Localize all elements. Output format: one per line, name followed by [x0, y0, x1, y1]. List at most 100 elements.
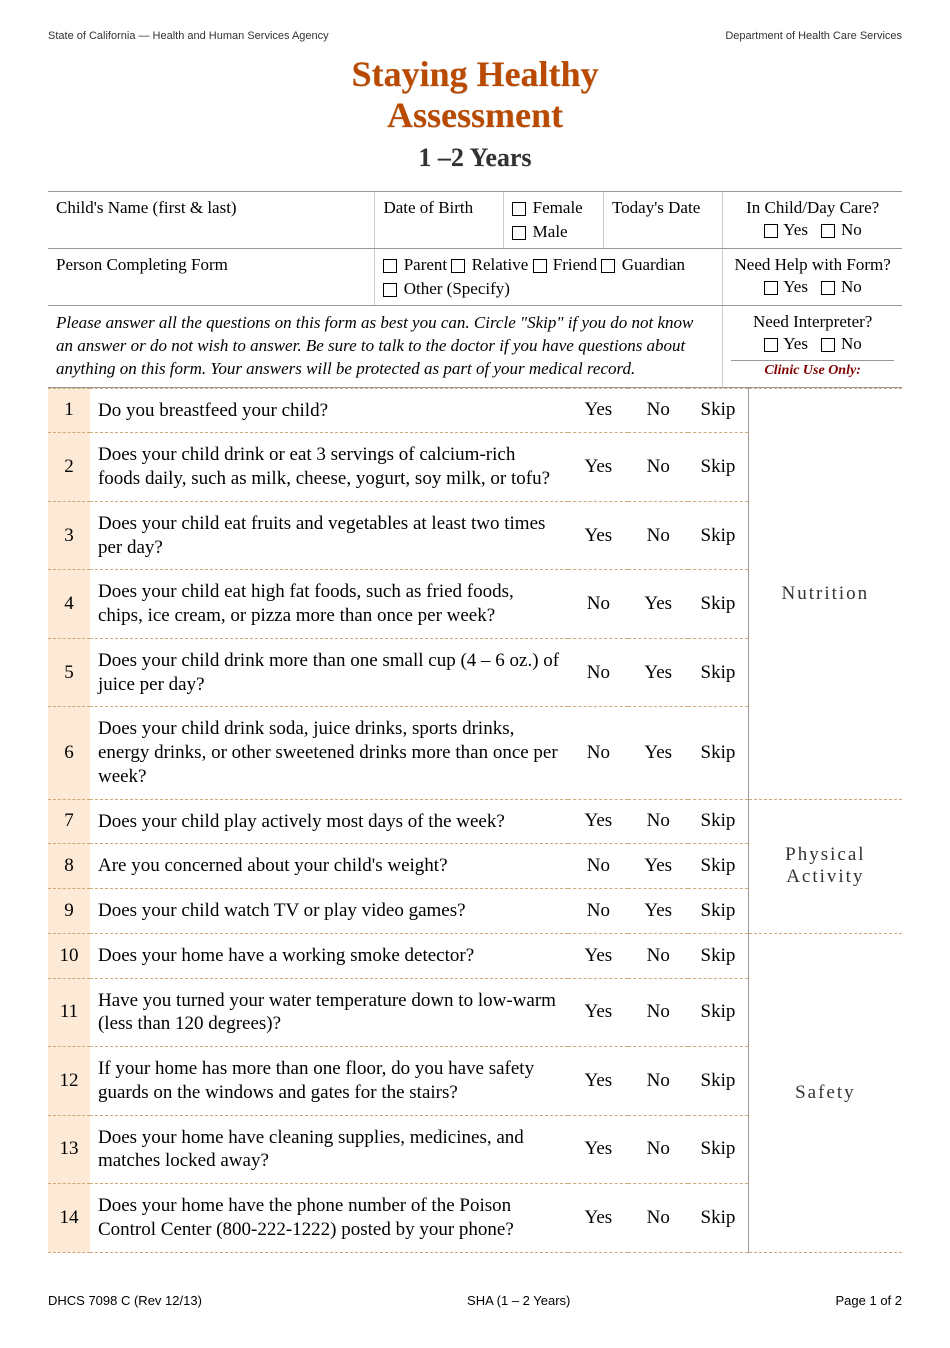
q-opt-skip[interactable]: Skip [688, 799, 748, 844]
q-opt-a[interactable]: Yes [568, 1184, 628, 1253]
q-opt-skip[interactable]: Skip [688, 570, 748, 639]
q-num: 13 [48, 1115, 90, 1184]
relative-checkbox[interactable] [451, 259, 465, 273]
help-yes: Yes [783, 277, 808, 296]
page: State of California — Health and Human S… [0, 0, 950, 1348]
female-label: Female [533, 198, 583, 217]
category-safety: Safety [748, 933, 902, 1252]
q-num: 6 [48, 707, 90, 799]
parent-checkbox[interactable] [383, 259, 397, 273]
q-opt-a[interactable]: No [568, 889, 628, 934]
q-opt-skip[interactable]: Skip [688, 501, 748, 570]
child-name-cell[interactable]: Child's Name (first & last) [48, 191, 375, 248]
dob-cell[interactable]: Date of Birth [375, 191, 504, 248]
q-num: 11 [48, 978, 90, 1047]
q-opt-b[interactable]: Yes [628, 844, 688, 889]
q-opt-skip[interactable]: Skip [688, 978, 748, 1047]
person-label: Person Completing Form [56, 255, 228, 274]
friend-checkbox[interactable] [533, 259, 547, 273]
other-label: Other (Specify) [404, 279, 510, 298]
q-opt-skip[interactable]: Skip [688, 1115, 748, 1184]
q-opt-skip[interactable]: Skip [688, 433, 748, 502]
questions-table: 1 Do you breastfeed your child? Yes No S… [48, 388, 902, 1253]
relationship-cell: Parent Relative Friend Guardian Other (S… [375, 248, 723, 305]
q-opt-b[interactable]: No [628, 433, 688, 502]
q-opt-b[interactable]: No [628, 799, 688, 844]
interp-no: No [841, 334, 862, 353]
q-opt-b[interactable]: Yes [628, 570, 688, 639]
interpreter-cell: Need Interpreter? Yes No Clinic Use Only… [723, 305, 902, 387]
q-text: Does your child eat fruits and vegetable… [90, 501, 568, 570]
q-text: Does your home have cleaning supplies, m… [90, 1115, 568, 1184]
q-text: Do you breastfeed your child? [90, 388, 568, 433]
q-text: Does your child eat high fat foods, such… [90, 570, 568, 639]
footer-left: DHCS 7098 C (Rev 12/13) [48, 1293, 202, 1308]
q-opt-a[interactable]: Yes [568, 799, 628, 844]
q-opt-b[interactable]: Yes [628, 638, 688, 707]
person-cell[interactable]: Person Completing Form [48, 248, 375, 305]
q-opt-a[interactable]: Yes [568, 433, 628, 502]
q-num: 10 [48, 933, 90, 978]
q-num: 7 [48, 799, 90, 844]
q-opt-b[interactable]: No [628, 388, 688, 433]
friend-label: Friend [553, 255, 597, 274]
daycare-no-checkbox[interactable] [821, 224, 835, 238]
q-opt-b[interactable]: No [628, 1184, 688, 1253]
q-opt-skip[interactable]: Skip [688, 889, 748, 934]
q-opt-b[interactable]: No [628, 978, 688, 1047]
q-text: If your home has more than one floor, do… [90, 1047, 568, 1116]
interp-no-checkbox[interactable] [821, 338, 835, 352]
q-opt-b[interactable]: No [628, 933, 688, 978]
q-opt-b[interactable]: No [628, 1115, 688, 1184]
agency-left: State of California — Health and Human S… [48, 30, 329, 42]
daycare-label: In Child/Day Care? [731, 198, 894, 218]
q-opt-skip[interactable]: Skip [688, 933, 748, 978]
q-num: 9 [48, 889, 90, 934]
help-no-checkbox[interactable] [821, 281, 835, 295]
category-nutrition: Nutrition [748, 388, 902, 799]
page-footer: DHCS 7098 C (Rev 12/13) SHA (1 – 2 Years… [48, 1293, 902, 1308]
q-opt-skip[interactable]: Skip [688, 707, 748, 799]
daycare-cell: In Child/Day Care? Yes No [723, 191, 902, 248]
q-opt-a[interactable]: Yes [568, 388, 628, 433]
other-checkbox[interactable] [383, 283, 397, 297]
q-num: 1 [48, 388, 90, 433]
q-opt-a[interactable]: No [568, 707, 628, 799]
parent-label: Parent [404, 255, 447, 274]
q-num: 14 [48, 1184, 90, 1253]
q-opt-skip[interactable]: Skip [688, 1184, 748, 1253]
q-opt-a[interactable]: Yes [568, 933, 628, 978]
male-checkbox[interactable] [512, 226, 526, 240]
q-opt-a[interactable]: Yes [568, 978, 628, 1047]
help-yes-checkbox[interactable] [764, 281, 778, 295]
q-text: Are you concerned about your child's wei… [90, 844, 568, 889]
q-text: Does your home have the phone number of … [90, 1184, 568, 1253]
q-num: 2 [48, 433, 90, 502]
relative-label: Relative [472, 255, 529, 274]
today-date-cell[interactable]: Today's Date [603, 191, 722, 248]
q-text: Does your child play actively most days … [90, 799, 568, 844]
q-opt-skip[interactable]: Skip [688, 844, 748, 889]
q-opt-a[interactable]: Yes [568, 1115, 628, 1184]
q-opt-skip[interactable]: Skip [688, 1047, 748, 1116]
q-opt-b[interactable]: Yes [628, 707, 688, 799]
title-line1: Staying Healthy [48, 54, 902, 95]
table-row: 1 Do you breastfeed your child? Yes No S… [48, 388, 902, 433]
q-opt-a[interactable]: No [568, 570, 628, 639]
agency-header: State of California — Health and Human S… [48, 30, 902, 42]
q-opt-b[interactable]: No [628, 1047, 688, 1116]
daycare-yes-checkbox[interactable] [764, 224, 778, 238]
q-opt-a[interactable]: No [568, 638, 628, 707]
q-opt-b[interactable]: Yes [628, 889, 688, 934]
guardian-checkbox[interactable] [601, 259, 615, 273]
q-opt-skip[interactable]: Skip [688, 388, 748, 433]
today-label: Today's Date [612, 198, 700, 217]
q-opt-a[interactable]: Yes [568, 1047, 628, 1116]
q-opt-a[interactable]: No [568, 844, 628, 889]
q-opt-skip[interactable]: Skip [688, 638, 748, 707]
help-label: Need Help with Form? [731, 255, 894, 275]
q-opt-b[interactable]: No [628, 501, 688, 570]
female-checkbox[interactable] [512, 202, 526, 216]
q-opt-a[interactable]: Yes [568, 501, 628, 570]
interp-yes-checkbox[interactable] [764, 338, 778, 352]
